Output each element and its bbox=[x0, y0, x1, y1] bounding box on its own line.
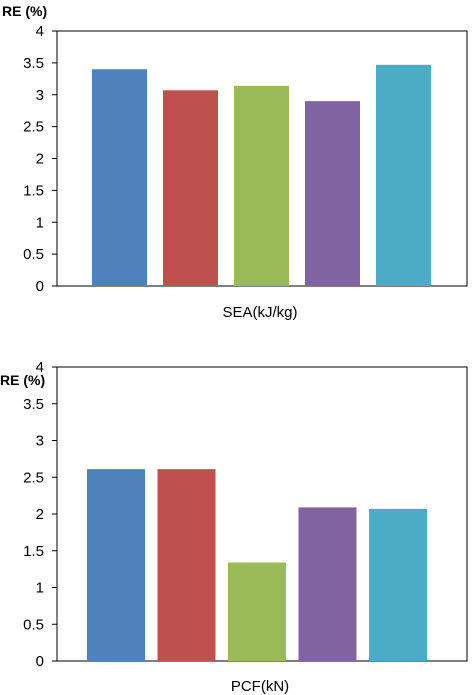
y-tick-label: 1.5 bbox=[23, 182, 44, 199]
y-tick-label: 3.5 bbox=[23, 55, 44, 72]
bar-5 bbox=[376, 64, 431, 286]
bar-2 bbox=[157, 469, 216, 661]
bar-4 bbox=[305, 101, 360, 286]
y-ticks: 0 0.5 1 1.5 2 2.5 3 3.5 4 bbox=[23, 359, 57, 670]
bar-1 bbox=[87, 469, 145, 661]
y-tick-label: 1.5 bbox=[23, 543, 44, 560]
y-tick-label: 0 bbox=[36, 278, 44, 295]
x-axis-label: SEA(kJ/kg) bbox=[222, 304, 297, 321]
y-tick-label: 4 bbox=[36, 359, 44, 376]
bar-3 bbox=[234, 85, 289, 286]
y-tick-label: 2.5 bbox=[23, 469, 44, 486]
y-ticks: 0 0.5 1 1.5 2 2.5 3 3.5 4 bbox=[23, 23, 57, 295]
y-tick-label: 4 bbox=[36, 23, 44, 40]
bar-3 bbox=[228, 562, 286, 661]
y-axis-label: RE (%) bbox=[2, 3, 47, 19]
bar-4 bbox=[298, 507, 357, 661]
x-axis-label: PCF(kN) bbox=[231, 678, 289, 695]
y-tick-label: 0 bbox=[36, 653, 44, 670]
chart-sea: RE (%) 0 0.5 1 1.5 2 2.5 3 3.5 4 SEA(kJ/kg) bbox=[2, 3, 468, 321]
y-tick-label: 2.5 bbox=[23, 119, 44, 136]
y-tick-label: 3 bbox=[36, 433, 44, 450]
y-tick-label: 2 bbox=[36, 506, 44, 523]
y-tick-label: 0.5 bbox=[23, 616, 44, 633]
y-tick-label: 0.5 bbox=[23, 246, 44, 263]
bar-2 bbox=[163, 90, 218, 286]
bars bbox=[92, 64, 431, 286]
chart-pcf: RE (%) 0 0.5 1 1.5 2 2.5 3 3.5 4 PCF(kN) bbox=[0, 359, 468, 695]
y-tick-label: 1 bbox=[36, 214, 44, 231]
bars bbox=[87, 469, 427, 661]
y-tick-label: 3.5 bbox=[23, 396, 44, 413]
y-tick-label: 3 bbox=[36, 87, 44, 104]
y-tick-label: 2 bbox=[36, 151, 44, 168]
y-tick-label: 1 bbox=[36, 580, 44, 597]
y-axis-label: RE (%) bbox=[0, 372, 45, 388]
bar-5 bbox=[369, 508, 427, 661]
bar-1 bbox=[92, 69, 147, 286]
